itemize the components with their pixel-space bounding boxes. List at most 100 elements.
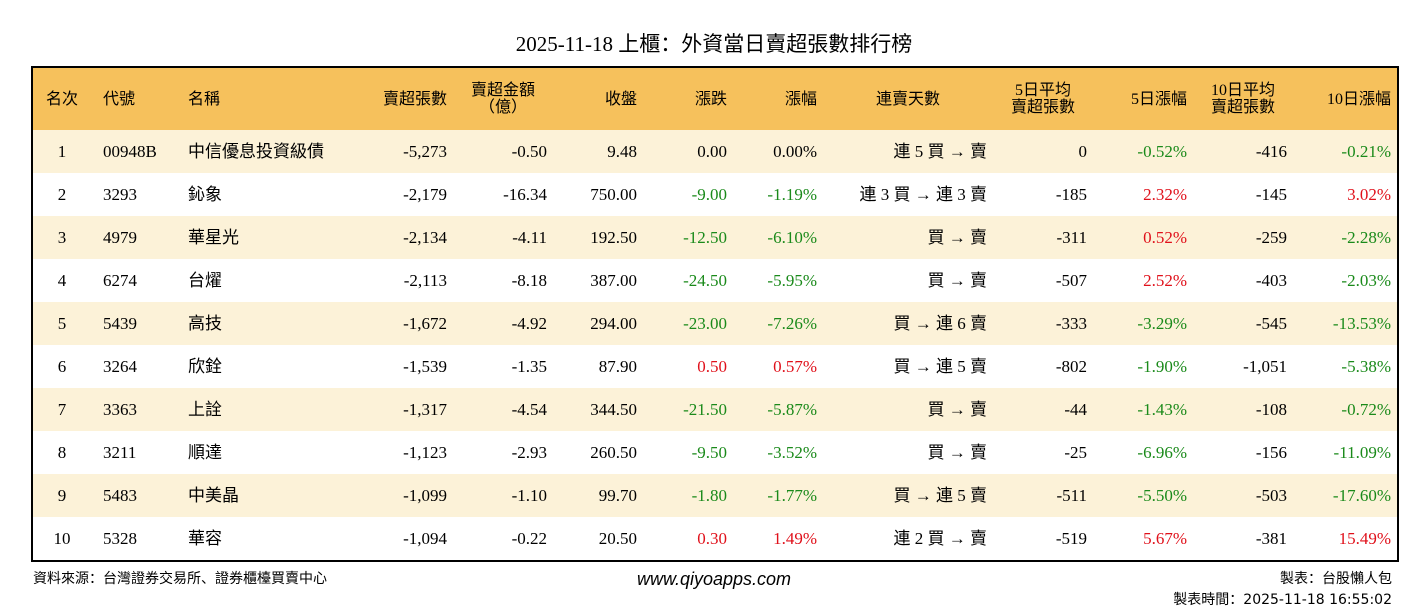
table-cell: -1,123 [403, 443, 447, 462]
column-header: 10日平均 賣超張數 [1210, 82, 1275, 116]
table-cell: -13.53% [1332, 314, 1391, 333]
table-cell: -3.29% [1137, 314, 1187, 333]
table-cell: 2.52% [1143, 271, 1187, 290]
table-row: 10 5328 華容 -1,094 -0.22 20.50 0.30 1.49% 連 2 買 →… [33, 517, 1397, 560]
table-cell: 0 [1078, 142, 1088, 161]
table-cell: -5.38% [1341, 357, 1391, 376]
table-cell: -2,179 [403, 185, 447, 204]
table-cell: -511 [1056, 486, 1087, 505]
column-header: 連賣天數 [875, 90, 940, 108]
table-cell: 5483 [103, 486, 137, 505]
table-cell: -1.10 [511, 486, 547, 505]
table-cell: 鈊象 [188, 185, 222, 204]
table-cell: 華容 [188, 529, 222, 548]
table-cell: -0.22 [511, 529, 547, 548]
table-cell: 買 → 連 6 賣 [893, 314, 988, 333]
table-cell: -2,134 [403, 228, 447, 247]
table-cell: 6 [57, 357, 67, 376]
table-cell: -6.10% [767, 228, 817, 247]
table-cell: -185 [1055, 185, 1087, 204]
table-cell: -2.93 [511, 443, 547, 462]
table-cell: 3.02% [1347, 185, 1391, 204]
table-cell: -507 [1055, 271, 1087, 290]
table-cell: -7.26% [767, 314, 817, 333]
table-cell: -1.80 [691, 486, 727, 505]
table-cell: -1,672 [403, 314, 447, 333]
table-cell: 344.50 [590, 400, 637, 419]
table-cell: -12.50 [683, 228, 727, 247]
table-cell: -5.95% [767, 271, 817, 290]
table-cell: 10 [53, 529, 71, 548]
table-cell: -1,094 [403, 529, 447, 548]
table-cell: 華星光 [188, 228, 239, 247]
table-row: 3 4979 華星光 -2,134 -4.11 192.50 -12.50 -6.10% 買 →… [33, 216, 1397, 259]
table-cell: -1.77% [767, 486, 817, 505]
table-cell: -1.90% [1137, 357, 1187, 376]
table-cell: 6274 [103, 271, 137, 290]
table-cell: -16.34 [503, 185, 547, 204]
table-cell: 買 → 賣 [927, 443, 988, 462]
table-cell: 中信優息投資級債 [188, 142, 324, 161]
table-cell: 7 [57, 400, 67, 419]
table-row: 7 3363 上詮 -1,317 -4.54 344.50 -21.50 -5.87% 買 → … [33, 388, 1397, 431]
table-cell: -0.72% [1341, 400, 1391, 419]
table-cell: 0.30 [697, 529, 727, 548]
table-cell: 5328 [103, 529, 137, 548]
table-cell: -9.50 [691, 443, 727, 462]
table-cell: 4979 [103, 228, 137, 247]
column-header: 名稱 [188, 90, 221, 108]
table-cell: 5 [57, 314, 67, 333]
table-cell: -416 [1255, 142, 1287, 161]
column-header: 漲幅 [784, 90, 817, 108]
table-cell: 387.00 [590, 271, 637, 290]
table-cell: 192.50 [590, 228, 637, 247]
table-cell: 0.50 [697, 357, 727, 376]
table-cell: -6.96% [1137, 443, 1187, 462]
table-cell: 買 → 賣 [927, 228, 988, 247]
table-cell: 買 → 連 5 賣 [893, 357, 988, 376]
table-cell: 4 [57, 271, 67, 290]
table-cell: -0.52% [1137, 142, 1187, 161]
column-header: 5日漲幅 [1130, 90, 1187, 108]
table-cell: 1.49% [773, 529, 817, 548]
table-cell: -2,113 [403, 271, 447, 290]
table-cell: 3 [57, 228, 67, 247]
table-cell: 2 [57, 185, 67, 204]
table-row: 1 00948B 中信優息投資級債 -5,273 -0.50 9.48 0.00 0.00% 連… [33, 130, 1397, 173]
source: 資料來源：台灣證券交易所、證券櫃檯買賣中心 [33, 571, 327, 587]
table-row: 9 5483 中美晶 -1,099 -1.10 99.70 -1.80 -1.77% 買 → 連… [33, 474, 1397, 517]
table-cell: 3363 [103, 400, 137, 419]
table-cell: -1,539 [403, 357, 447, 376]
table-cell: -311 [1056, 228, 1087, 247]
table-cell: -2.28% [1341, 228, 1391, 247]
table-cell: 順達 [188, 443, 222, 462]
table-cell: 台燿 [188, 271, 222, 290]
table-cell: -503 [1255, 486, 1287, 505]
column-header: 代號 [103, 90, 136, 108]
table-cell: 上詮 [188, 400, 222, 419]
table-cell: -1,099 [403, 486, 447, 505]
website: www.qiyoapps.com [636, 569, 792, 589]
column-header: 賣超金額 （億） [470, 82, 535, 116]
table-cell: 5.67% [1143, 529, 1187, 548]
table-cell: 1 [57, 142, 67, 161]
table-cell: -2.03% [1341, 271, 1391, 290]
table-cell: -108 [1255, 400, 1287, 419]
table-cell: 買 → 連 5 賣 [893, 486, 988, 505]
table-cell: -5.87% [767, 400, 817, 419]
table-cell: 0.00% [773, 142, 817, 161]
table-cell: 0.00 [697, 142, 727, 161]
table-cell: -333 [1055, 314, 1087, 333]
title: 2025-11-18 上櫃：外資當日賣超張數排行榜 [515, 32, 913, 56]
table-cell: -9.00 [691, 185, 727, 204]
table-cell: -11.09% [1333, 443, 1391, 462]
table-cell: 0.52% [1143, 228, 1187, 247]
table-cell: -17.60% [1332, 486, 1391, 505]
table-cell: 連 2 買 → 賣 [893, 529, 988, 548]
table-cell: -1,317 [403, 400, 447, 419]
table-cell: -3.52% [767, 443, 817, 462]
table-cell: 3264 [103, 357, 137, 376]
table-cell: 買 → 賣 [927, 400, 988, 419]
table-cell: -4.11 [512, 228, 547, 247]
table-cell: -545 [1255, 314, 1287, 333]
